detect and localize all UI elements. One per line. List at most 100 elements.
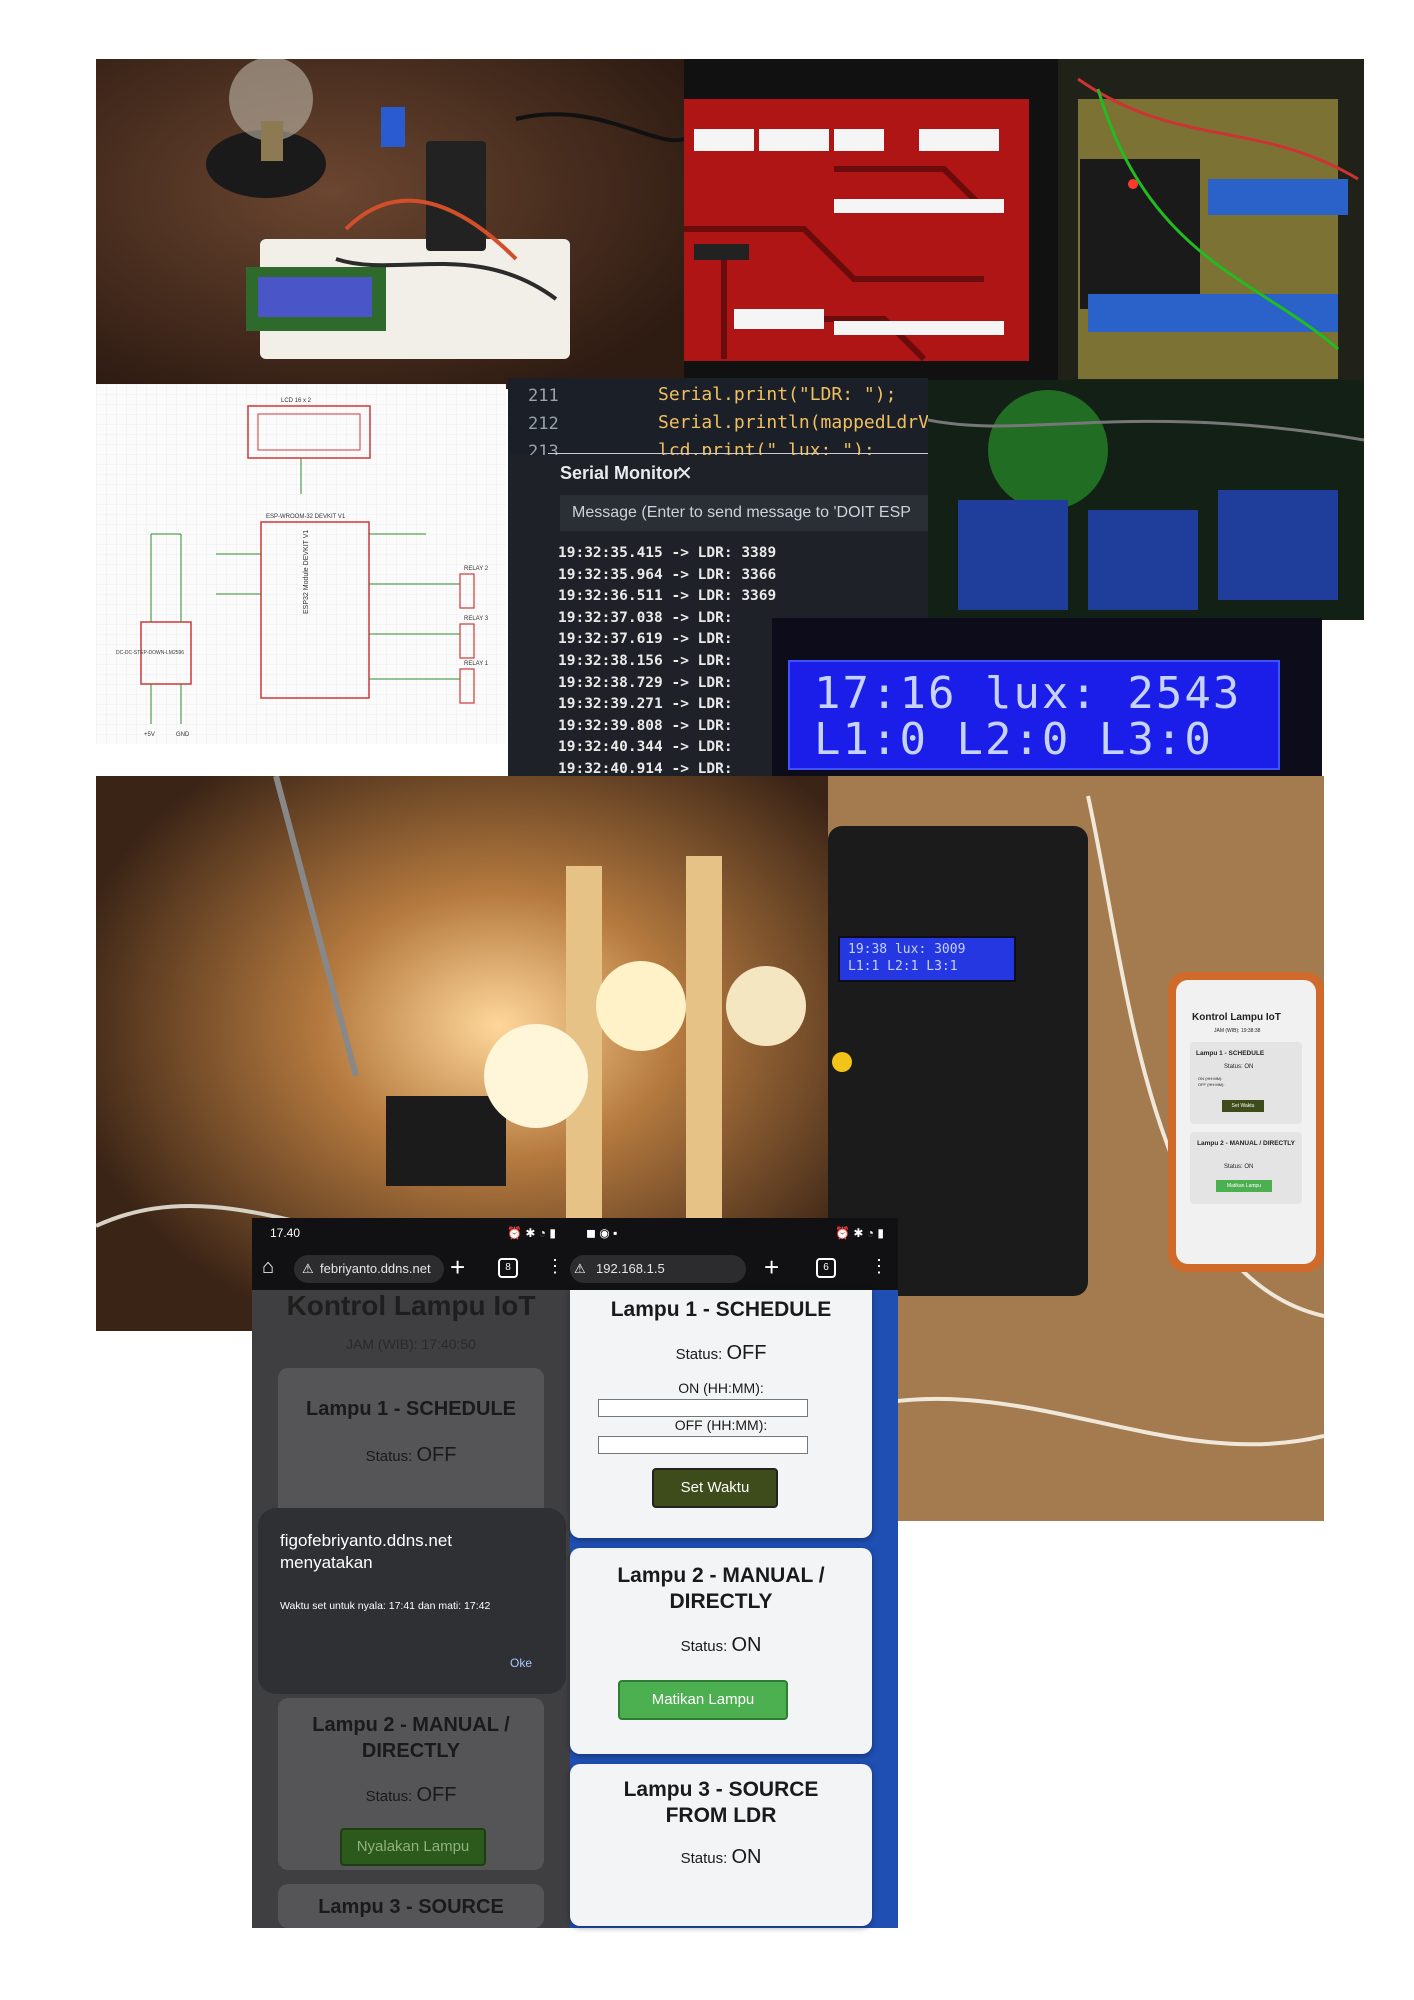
- warning-icon: ⚠: [574, 1261, 586, 1276]
- new-tab-icon[interactable]: +: [764, 1252, 780, 1282]
- url-bar[interactable]: ⚠ 192.168.1.5: [570, 1255, 746, 1283]
- device-phone-status-2: Status: ON: [1224, 1164, 1254, 1170]
- tab-count-icon[interactable]: 8: [498, 1258, 518, 1278]
- code-editor: 211 Serial.print("LDR: "); 212 Serial.pr…: [508, 378, 940, 464]
- new-tab-icon[interactable]: +: [450, 1252, 466, 1282]
- device-phone-matikan-button[interactable]: Matikan Lampu: [1216, 1180, 1272, 1192]
- url-text: febriyanto.ddns.net: [320, 1261, 431, 1276]
- status-label: Status:: [365, 1788, 413, 1805]
- card-title: FROM LDR: [665, 1804, 777, 1827]
- status-bar: 17.40 ⏰ ✱ ◔ ▮: [252, 1218, 570, 1248]
- serial-monitor-title: Serial Monitor: [560, 463, 681, 483]
- status-value: ON: [731, 1846, 762, 1868]
- status-time: 17.40: [270, 1226, 301, 1240]
- url-text: 192.168.1.5: [596, 1261, 665, 1276]
- status-value: ON: [731, 1634, 762, 1656]
- set-waktu-button[interactable]: Set Waktu: [652, 1468, 778, 1508]
- serial-line: 19:32:35.964 -> LDR: 3366: [558, 566, 777, 583]
- off-time-label: OFF (HH:MM):: [674, 1417, 768, 1433]
- schematic-module-label: ESP32 Module DEVKIT V1: [303, 530, 310, 614]
- home-icon[interactable]: ⌂: [262, 1256, 275, 1278]
- pcb-layout-image: [684, 59, 1064, 383]
- device-lcd-row-2: L1:1 L2:1 L3:1: [848, 959, 958, 974]
- off-time-input[interactable]: [598, 1436, 808, 1454]
- circuit-schematic: LCD 16 x 2 ESP-WROOM-32 DEVKIT V1 ESP32 …: [96, 384, 506, 744]
- device-phone-screen: Kontrol Lampu IoT JAM (WIB): 19:38:38 La…: [1180, 1000, 1312, 1240]
- clock-text: JAM (WIB): 17:40:50: [346, 1336, 476, 1352]
- enclosure-wiring-photo: [1058, 59, 1364, 384]
- schematic-footer-label: ESP-WROOM-32 DEVKIT V1: [266, 514, 346, 520]
- page-title: Kontrol Lampu IoT: [286, 1290, 536, 1321]
- line-number: 211: [528, 386, 559, 406]
- dialog-message: Waktu set untuk nyala: 17:41 dan mati: 1…: [280, 1600, 491, 1612]
- serial-line: 19:32:40.914 -> LDR:: [558, 760, 733, 777]
- status-value: OFF: [726, 1342, 767, 1364]
- status-line: Status: OFF: [570, 1342, 872, 1365]
- line-number: 212: [528, 414, 559, 434]
- card-lampu-3: [570, 1764, 872, 1926]
- schematic-v5-label: +5V: [144, 732, 155, 738]
- device-phone-status: Status: ON: [1224, 1064, 1254, 1070]
- schematic-dcdc-label: DC-DC-STEP-DOWN-LM2596: [116, 650, 184, 656]
- serial-line: 19:32:35.415 -> LDR: 3389: [558, 545, 777, 561]
- lcd-row-2: L1:0 L2:0 L3:0: [814, 714, 1213, 765]
- status-bar: ◼ ◉ ▪ ⏰ ✱ ◔ ▮: [570, 1218, 898, 1248]
- browser-toolbar: ⚠ 192.168.1.5 + 6 ⋮: [570, 1248, 898, 1290]
- device-phone-lampu1: Lampu 1 - SCHEDULE: [1196, 1050, 1265, 1057]
- status-label: Status:: [675, 1346, 723, 1363]
- schematic-relay-2: RELAY 2: [464, 566, 489, 572]
- card-title: Lampu 2 - MANUAL /: [312, 1714, 510, 1736]
- serial-line: 19:32:39.271 -> LDR:: [558, 696, 733, 713]
- serial-line: 19:32:36.511 -> LDR: 3369: [558, 588, 777, 605]
- on-time-input[interactable]: [598, 1399, 808, 1417]
- nyalakan-lampu-button[interactable]: Nyalakan Lampu: [340, 1828, 486, 1866]
- card-title: Lampu 2 - MANUAL /: [617, 1564, 825, 1587]
- device-phone-on-label: ON (HH:MM):: [1198, 1076, 1223, 1081]
- card-title: DIRECTLY: [361, 1740, 461, 1762]
- tab-count-icon[interactable]: 6: [816, 1258, 836, 1278]
- schematic-relay-3: RELAY 3: [464, 616, 489, 622]
- card-title: DIRECTLY: [669, 1590, 773, 1613]
- url-bar[interactable]: ⚠ febriyanto.ddns.net: [294, 1255, 444, 1283]
- device-phone-title: Kontrol Lampu IoT: [1192, 1012, 1281, 1023]
- menu-icon[interactable]: ⋮: [870, 1256, 888, 1276]
- on-time-label: ON (HH:MM):: [678, 1380, 764, 1396]
- close-icon[interactable]: ✕: [676, 463, 693, 485]
- serial-message-input[interactable]: Message (Enter to send message to 'DOIT …: [560, 495, 942, 531]
- device-lcd: 19:38 lux: 3009 L1:1 L2:1 L3:1: [838, 936, 1016, 982]
- card-title: Lampu 1 - SCHEDULE: [305, 1398, 517, 1420]
- device-phone-lampu2: Lampu 2 - MANUAL / DIRECTLY: [1197, 1140, 1295, 1147]
- matikan-lampu-button[interactable]: Matikan Lampu: [618, 1680, 788, 1720]
- browser-toolbar: ⌂ ⚠ febriyanto.ddns.net + 8 ⋮: [252, 1248, 570, 1290]
- status-icons: ⏰ ✱ ◔ ▮: [507, 1226, 556, 1240]
- relay-board-photo: [928, 380, 1364, 620]
- status-line: Status: ON: [570, 1634, 872, 1657]
- schematic-relay-1: RELAY 1: [464, 661, 489, 667]
- lcd-display: 17:16 lux: 2543 L1:0 L2:0 L3:0: [788, 660, 1280, 770]
- card-title: Lampu 1 - SCHEDULE: [610, 1298, 832, 1321]
- status-label: Status:: [365, 1448, 413, 1465]
- device-phone-set-button[interactable]: Set Waktu: [1222, 1100, 1264, 1112]
- status-value: OFF: [416, 1444, 457, 1466]
- card-lampu-3: [278, 1884, 544, 1928]
- card-lampu-1: [278, 1368, 544, 1518]
- serial-line: 19:32:37.619 -> LDR:: [558, 631, 733, 648]
- device-phone-off-label: OFF (HH:MM):: [1198, 1082, 1225, 1087]
- alert-dialog: figofebriyanto.ddns.net menyatakan Waktu…: [258, 1508, 566, 1694]
- lcd-row-1: 17:16 lux: 2543: [814, 668, 1242, 719]
- status-icons: ⏰ ✱ ◔ ▮: [835, 1226, 884, 1240]
- status-line: Status: OFF: [252, 1444, 570, 1467]
- serial-line: 19:32:40.344 -> LDR:: [558, 739, 733, 756]
- phone-screenshot-right: ◼ ◉ ▪ ⏰ ✱ ◔ ▮ ⚠ 192.168.1.5 + 6 ⋮ Lampu …: [570, 1218, 898, 1928]
- dialog-ok-button[interactable]: Oke: [510, 1656, 533, 1670]
- schematic-lcd-label: LCD 16 x 2: [281, 398, 312, 404]
- breadboard-prototype-photo: [96, 59, 684, 389]
- menu-icon[interactable]: ⋮: [546, 1256, 564, 1276]
- card-title: Lampu 3 - SOURCE: [318, 1896, 504, 1918]
- dialog-title: figofebriyanto.ddns.net menyatakan: [280, 1531, 453, 1572]
- code-line: Serial.print("LDR: ");: [658, 384, 897, 405]
- serial-line: 19:32:37.038 -> LDR:: [558, 609, 733, 626]
- device-lcd-row-1: 19:38 lux: 3009: [848, 942, 966, 957]
- schematic-gnd-label: GND: [176, 732, 190, 738]
- status-line: Status: OFF: [252, 1784, 570, 1807]
